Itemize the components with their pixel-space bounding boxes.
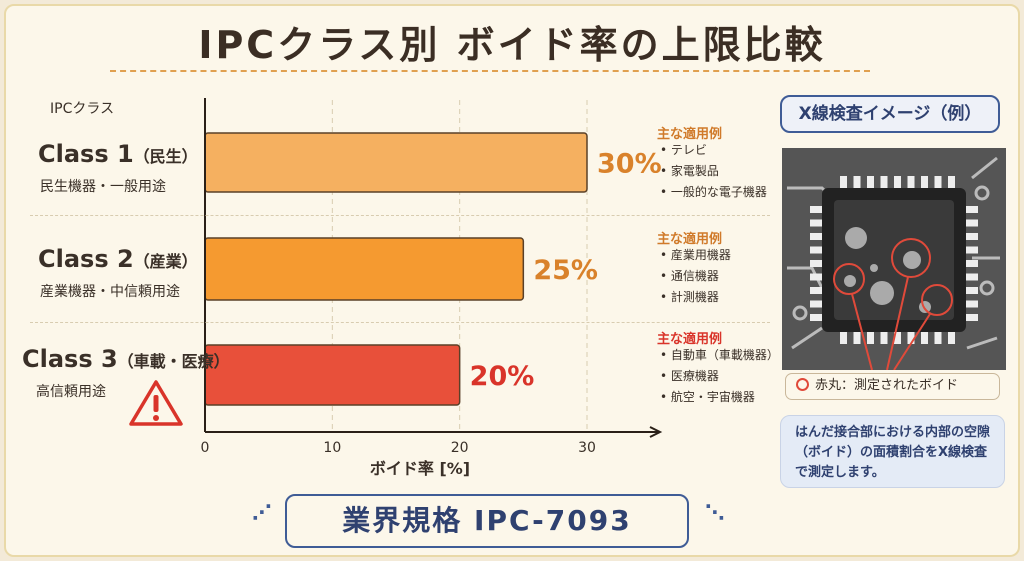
row-separator (30, 322, 770, 323)
xray-image (782, 148, 1006, 370)
deco-left: ⋰ (252, 500, 272, 524)
x-tick-label: 30 (578, 440, 596, 456)
example-text: 計測機器 (670, 290, 719, 304)
examples-title: 主な適用例 (657, 332, 723, 347)
example-item: • 医療機器 (660, 369, 719, 383)
class-description: 産業機器・中信頼用途 (40, 284, 180, 300)
example-item: • 計測機器 (660, 290, 719, 304)
value-label: 20% (470, 361, 535, 392)
example-item: • 一般的な電子機器 (660, 185, 767, 199)
example-item: • 自動車（車載機器） (660, 348, 779, 362)
example-text: 産業用機器 (670, 248, 731, 262)
example-text: 家電製品 (670, 164, 719, 178)
standard-badge: 業界規格 IPC-7093 (285, 494, 689, 548)
example-item: • 航空・宇宙機器 (660, 390, 755, 404)
x-tick-label: 10 (323, 440, 341, 456)
legend: 赤丸：測定されたボイド (785, 373, 1000, 400)
chart-title: IPCクラス別 ボイド率の上限比較 (198, 23, 826, 67)
class-label: Class 2（産業） (38, 245, 198, 273)
x-axis-label: ボイド率 [%] (369, 459, 471, 478)
y-axis-label: IPCクラス (50, 101, 115, 117)
row-separator (30, 215, 770, 216)
example-item: • テレビ (660, 143, 707, 157)
title-divider (110, 70, 870, 72)
value-label: 25% (533, 255, 598, 286)
examples-title: 主な適用例 (657, 232, 723, 247)
class-description: 民生機器・一般用途 (40, 179, 166, 195)
example-item: • 家電製品 (660, 164, 719, 178)
class-description: 高信頼用途 (36, 384, 106, 400)
class-name: Class 1 (38, 140, 134, 168)
example-text: 通信機器 (670, 269, 719, 283)
legend-text: 赤丸：測定されたボイド (815, 378, 959, 393)
x-tick-label: 0 (201, 440, 210, 456)
x-tick-label: 20 (451, 440, 469, 456)
example-text: テレビ (670, 143, 707, 157)
example-item: • 産業用機器 (660, 248, 731, 262)
class-name: Class 2 (38, 245, 134, 273)
example-text: 航空・宇宙機器 (670, 390, 755, 404)
warning-icon (129, 380, 183, 426)
bar (204, 237, 525, 301)
class-tag: （産業） (133, 252, 198, 271)
example-text: 自動車（車載機器） (670, 348, 779, 362)
class-name: Class 3 (22, 345, 118, 373)
deco-right: ⋱ (705, 500, 725, 524)
bar (204, 344, 461, 406)
example-item: • 通信機器 (660, 269, 719, 283)
xray-panel-title: X線検査イメージ（例） (780, 95, 1000, 133)
value-label: 30% (597, 149, 662, 180)
examples-title: 主な適用例 (657, 127, 723, 142)
example-text: 医療機器 (670, 369, 719, 383)
xray-description: はんだ接合部における内部の空隙（ボイド）の面積割合をX線検査で測定します。 (780, 415, 1005, 488)
class-label: Class 3（車載・医療） (22, 345, 230, 373)
example-text: 一般的な電子機器 (670, 185, 767, 199)
class-tag: （車載・医療） (117, 352, 230, 371)
x-axis-arrow (649, 426, 663, 438)
class-tag: （民生） (133, 147, 198, 166)
class-label: Class 1（民生） (38, 140, 198, 168)
red-circle-icon (796, 378, 809, 391)
bar (204, 132, 588, 193)
